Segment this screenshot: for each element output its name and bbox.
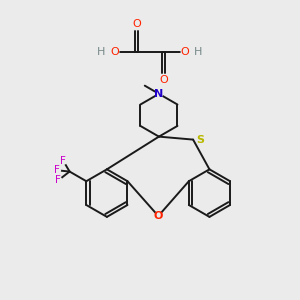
Circle shape [159, 76, 168, 84]
Text: F: F [54, 165, 60, 175]
Circle shape [54, 176, 62, 184]
Text: H: H [194, 47, 202, 57]
Circle shape [53, 166, 61, 174]
Circle shape [97, 48, 106, 56]
Text: F: F [56, 175, 61, 185]
Circle shape [154, 89, 163, 98]
Circle shape [196, 135, 205, 144]
Text: H: H [98, 47, 106, 57]
Text: O: O [111, 47, 120, 57]
Text: N: N [154, 89, 164, 99]
Circle shape [181, 48, 189, 56]
Text: F: F [60, 156, 66, 166]
Circle shape [132, 20, 141, 28]
Circle shape [154, 212, 163, 220]
Text: O: O [180, 47, 189, 57]
Text: O: O [154, 211, 163, 221]
Text: S: S [196, 135, 205, 145]
Text: O: O [132, 19, 141, 29]
Circle shape [111, 48, 119, 56]
Circle shape [59, 157, 68, 165]
Text: O: O [159, 75, 168, 85]
Circle shape [194, 48, 203, 56]
